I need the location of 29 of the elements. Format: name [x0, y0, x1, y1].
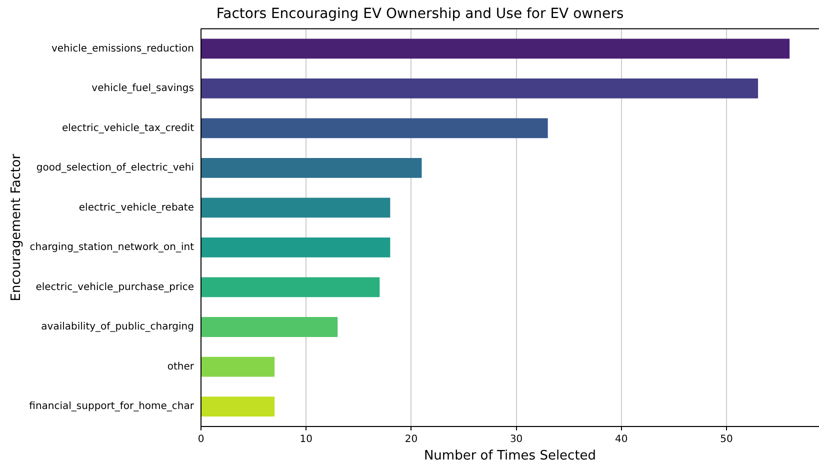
- x-tick-label: 20: [404, 434, 418, 445]
- bar: [202, 277, 380, 298]
- y-tick-label: electric_vehicle_rebate: [78, 202, 194, 214]
- bar: [202, 198, 390, 218]
- bar: [202, 356, 275, 377]
- bar: [202, 38, 790, 59]
- y-tick-label: financial_support_for_home_char: [29, 401, 195, 412]
- bar: [202, 118, 548, 138]
- y-tick-label: vehicle_emissions_reduction: [51, 43, 194, 54]
- x-tick-label: 10: [300, 434, 312, 445]
- y-tick-label: electric_vehicle_purchase_price: [36, 282, 194, 293]
- bar: [202, 238, 390, 258]
- y-tick-label: charging_station_network_on_int: [30, 242, 194, 254]
- x-tick-label: 0: [198, 434, 204, 445]
- bar: [202, 317, 338, 337]
- y-tick-label: electric_vehicle_tax_credit: [62, 122, 194, 134]
- y-tick-label: good_selection_of_electric_vehi: [36, 162, 194, 174]
- chart-title: Factors Encouraging EV Ownership and Use for EV owners: [216, 6, 624, 22]
- x-tick-label: 50: [720, 434, 733, 445]
- bar: [202, 396, 275, 416]
- y-tick-label: other: [167, 361, 195, 372]
- bar: [202, 78, 758, 98]
- y-axis-title: Encouragement Factor: [9, 153, 24, 302]
- x-tick-label: 40: [615, 434, 628, 445]
- x-axis-title: Number of Times Selected: [424, 448, 596, 464]
- y-tick-label: availability_of_public_charging: [41, 322, 194, 333]
- y-tick-label: vehicle_fuel_savings: [92, 83, 194, 94]
- x-tick-label: 30: [510, 434, 523, 445]
- bar: [202, 158, 422, 178]
